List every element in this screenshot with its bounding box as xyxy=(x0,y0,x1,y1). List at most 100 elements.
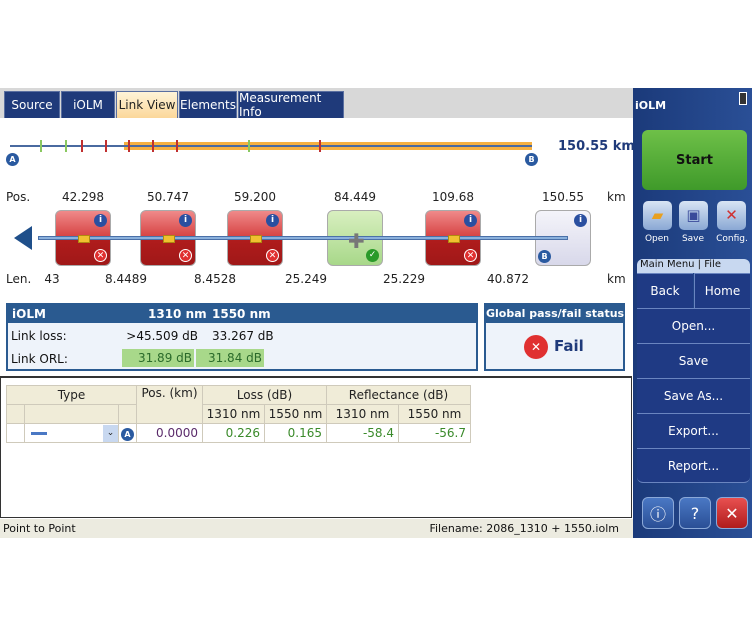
close-icon: ✕ xyxy=(725,503,739,523)
fail-icon: ✕ xyxy=(266,249,279,262)
fail-icon: ✕ xyxy=(524,335,548,359)
config-label: Config. xyxy=(716,234,748,244)
info-icon[interactable]: i xyxy=(574,214,587,227)
tab-measurement-info[interactable]: Measurement Info xyxy=(238,91,344,119)
section-length: 40.872 xyxy=(487,272,529,286)
link-loss-1310: >45.509 dB xyxy=(126,329,198,343)
end-b-icon: B xyxy=(538,250,551,263)
summary-title: iOLM xyxy=(12,307,46,321)
fail-icon: ✕ xyxy=(179,249,192,262)
info-icon[interactable]: i xyxy=(94,214,107,227)
home-button[interactable]: Home xyxy=(694,273,750,308)
col-type: Type xyxy=(6,385,137,405)
splice-icon: ✚ xyxy=(348,229,365,253)
event-tick xyxy=(40,140,42,152)
save-label: Save xyxy=(681,234,705,244)
link-orl-1550: 31.84 dB xyxy=(196,349,264,367)
global-status-value: Fail xyxy=(554,337,584,355)
fail-icon: ✕ xyxy=(94,249,107,262)
status-filename: Filename: 2086_1310 + 1550.iolm xyxy=(429,522,619,535)
row-refl-1550: -56.7 xyxy=(398,423,471,443)
section-length: 25.249 xyxy=(285,272,327,286)
end-a-marker: A xyxy=(6,153,19,166)
connector-icon xyxy=(78,235,90,243)
status-bar: Point to Point Filename: 2086_1310 + 155… xyxy=(0,519,633,538)
menu-save[interactable]: Save xyxy=(637,343,750,378)
element-position: 150.55 xyxy=(542,190,584,204)
help-button[interactable]: ? xyxy=(679,497,711,529)
fiber-line xyxy=(10,145,532,147)
event-tick xyxy=(319,140,321,152)
pos-label: Pos. xyxy=(6,190,31,204)
tab-iolm[interactable]: iOLM xyxy=(61,91,115,118)
pos-unit: km xyxy=(607,190,626,204)
menu-export[interactable]: Export... xyxy=(637,413,750,448)
link-orl-label: Link ORL: xyxy=(11,352,68,366)
battery-icon xyxy=(739,92,747,105)
exit-button[interactable]: ✕ xyxy=(716,497,748,529)
global-status: Global pass/fail status ✕ Fail xyxy=(484,303,625,371)
menu-open[interactable]: Open... xyxy=(637,308,750,343)
link-fiber xyxy=(38,236,568,240)
summary-w2: 1550 nm xyxy=(212,307,271,321)
open-label: Open xyxy=(644,234,670,244)
row-refl-1310: -58.4 xyxy=(326,423,399,443)
save-disk-button[interactable]: ▣ xyxy=(679,201,708,230)
event-tick xyxy=(128,140,130,152)
scroll-left-arrow[interactable] xyxy=(14,226,32,250)
side-panel: iOLM Start ▰ ▣ ✕ Open Save Config. Main … xyxy=(633,88,752,538)
summary-w1: 1310 nm xyxy=(148,307,207,321)
col-loss-1550: 1550 nm xyxy=(264,404,327,424)
section-length: 8.4528 xyxy=(194,272,236,286)
element-position: 84.449 xyxy=(334,190,376,204)
menu-save-as[interactable]: Save As... xyxy=(637,378,750,413)
link-orl-1310: 31.89 dB xyxy=(122,349,194,367)
tab-elements[interactable]: Elements xyxy=(179,91,237,118)
element-position: 42.298 xyxy=(62,190,104,204)
event-tick xyxy=(105,140,107,152)
event-tick xyxy=(176,140,178,152)
connector-icon xyxy=(31,432,47,435)
type-select[interactable]: ⌄ xyxy=(24,423,119,443)
link-loss-1550: 33.267 dB xyxy=(212,329,274,343)
start-button[interactable]: Start xyxy=(642,130,747,190)
element-position: 50.747 xyxy=(147,190,189,204)
config-tools-button[interactable]: ✕ xyxy=(717,201,746,230)
element-position: 109.68 xyxy=(432,190,474,204)
len-label: Len. xyxy=(6,272,32,286)
col-reflectance: Reflectance (dB) xyxy=(326,385,471,405)
tab-link-view[interactable]: Link View xyxy=(116,91,178,118)
row-loss-1310: 0.226 xyxy=(202,423,265,443)
connector-icon xyxy=(250,235,262,243)
info-icon[interactable]: i xyxy=(179,214,192,227)
col-pos: Pos. (km) xyxy=(136,385,203,424)
fail-icon: ✕ xyxy=(464,249,477,262)
info-button[interactable]: ⓘ xyxy=(642,497,674,529)
info-icon[interactable]: i xyxy=(266,214,279,227)
menu-header: Main Menu | File xyxy=(637,259,750,273)
section-length: 8.4489 xyxy=(105,272,147,286)
event-tick xyxy=(81,140,83,152)
info-icon[interactable]: i xyxy=(464,214,477,227)
open-folder-button[interactable]: ▰ xyxy=(643,201,672,230)
global-status-title: Global pass/fail status xyxy=(486,305,624,323)
link-overview-bar[interactable] xyxy=(8,140,534,152)
event-tick xyxy=(65,140,67,152)
link-loss-label: Link loss: xyxy=(11,329,67,343)
len-unit: km xyxy=(607,272,626,286)
status-mode: Point to Point xyxy=(3,522,76,535)
element-position: 59.200 xyxy=(234,190,276,204)
info-icon: ⓘ xyxy=(649,505,666,524)
back-button[interactable]: Back xyxy=(637,273,693,308)
menu-report[interactable]: Report... xyxy=(637,448,750,483)
event-tick xyxy=(248,140,250,152)
total-length: 150.55 km xyxy=(558,139,635,154)
table-row[interactable]: ⌄ A 0.0000 0.226 0.165 -58.4 -56.7 xyxy=(6,423,471,443)
col-refl-1310: 1310 nm xyxy=(326,404,399,424)
side-title: iOLM xyxy=(635,99,667,112)
chevron-down-icon[interactable]: ⌄ xyxy=(103,425,118,442)
tab-source[interactable]: Source xyxy=(4,91,60,118)
iolm-summary: iOLM 1310 nm 1550 nm Link loss: >45.509 … xyxy=(6,303,478,371)
event-tick xyxy=(152,140,154,152)
col-loss-1310: 1310 nm xyxy=(202,404,265,424)
